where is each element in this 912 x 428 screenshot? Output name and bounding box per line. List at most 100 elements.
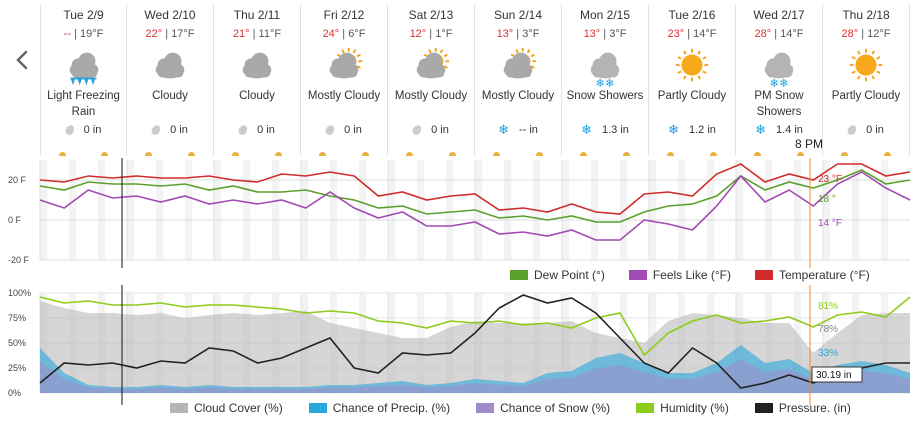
conditions-chart: 100% 75% 50% 25% 0% 81% 78% 33% 30.19 in bbox=[8, 285, 911, 405]
day-temps: 22° | 17°F bbox=[145, 28, 195, 40]
legend-label: Chance of Precip. (%) bbox=[332, 401, 451, 415]
day-column[interactable]: Thu 2/11 21° | 11°F Cloudy 0 in bbox=[214, 4, 301, 156]
snowflake-icon: ❄ bbox=[498, 122, 509, 137]
pressure-tooltip bbox=[811, 366, 863, 383]
sunrise-icon bbox=[841, 152, 848, 156]
precip-amount: 0 in bbox=[83, 124, 102, 136]
day-column[interactable]: Tue 2/9 -- | 19°F Light Freezing Rain 0 … bbox=[40, 4, 127, 156]
sunset-icon bbox=[101, 152, 108, 156]
day-precip: 0 in bbox=[823, 122, 909, 138]
day-column[interactable]: Sat 2/13 12° | 1°F Mostly Cloudy 0 in bbox=[388, 4, 475, 156]
legend-item-snow[interactable]: Chance of Snow (%) bbox=[476, 401, 610, 415]
snowflake-icon: ❄ bbox=[668, 122, 679, 137]
day-condition: Partly Cloudy bbox=[831, 90, 901, 102]
y-tick-label: 50% bbox=[8, 338, 26, 348]
low-temp: 14°F bbox=[693, 28, 717, 40]
sunrise-icon bbox=[145, 152, 152, 156]
series-line-temp bbox=[39, 163, 911, 215]
line-pressure bbox=[39, 294, 910, 389]
high-temp: 24° bbox=[322, 28, 340, 40]
day-date: Thu 2/18 bbox=[842, 8, 890, 22]
raindrop-icon bbox=[237, 123, 250, 137]
day-precip: 0 in bbox=[41, 122, 126, 138]
sunrise-icon bbox=[754, 152, 761, 156]
precip-amount: 0 in bbox=[170, 124, 188, 136]
high-temp: -- bbox=[63, 28, 71, 40]
day-column[interactable]: Mon 2/15 13° | 3°F ❄❄ Snow Showers ❄ 1.3… bbox=[562, 4, 649, 156]
day-date: Mon 2/15 bbox=[579, 8, 631, 22]
sunrise-icon bbox=[59, 152, 66, 156]
y-tick-label: 25% bbox=[8, 363, 26, 373]
prev-days-button[interactable] bbox=[8, 44, 36, 76]
low-temp: 19°F bbox=[79, 28, 104, 40]
precip-amount: 0 in bbox=[431, 124, 449, 136]
mostly-cloudy-icon bbox=[301, 44, 387, 88]
raindrop-icon bbox=[846, 123, 859, 137]
cloudy-icon bbox=[214, 44, 300, 88]
precip-amount: 1.2 in bbox=[688, 124, 716, 136]
precip-amount: -- in bbox=[518, 124, 538, 136]
mostly-cloudy-icon bbox=[388, 44, 474, 88]
day-column[interactable]: Wed 2/10 22° | 17°F Cloudy 0 in bbox=[127, 4, 214, 156]
legend-item-humidity[interactable]: Humidity (%) bbox=[636, 401, 729, 415]
legend-item-feels[interactable]: Feels Like (°F) bbox=[628, 268, 731, 282]
sunset-icon bbox=[188, 152, 195, 156]
legend-swatch bbox=[170, 403, 188, 413]
daily-forecast-strip: Tue 2/9 -- | 19°F Light Freezing Rain 0 … bbox=[40, 4, 910, 156]
sunset-icon bbox=[362, 152, 369, 156]
day-condition: Mostly Cloudy bbox=[307, 90, 381, 102]
day-precip: ❄ 1.3 in bbox=[562, 122, 648, 138]
hover-label-feels: 14 °F bbox=[818, 218, 842, 229]
raindrop-icon bbox=[150, 123, 163, 137]
sunrise-icon bbox=[232, 152, 239, 156]
legend-item-precip[interactable]: Chance of Precip. (%) bbox=[308, 401, 451, 415]
legend-item-cloud[interactable]: Cloud Cover (%) bbox=[170, 401, 283, 415]
low-temp: 12°F bbox=[867, 28, 891, 40]
legend-item-pressure[interactable]: Pressure. (in) bbox=[754, 401, 851, 415]
legend-swatch bbox=[308, 403, 327, 413]
legend-label: Chance of Snow (%) bbox=[500, 401, 611, 415]
area-chance-of-snow bbox=[40, 359, 910, 393]
sunrise-icon bbox=[406, 152, 413, 156]
legend-swatch bbox=[628, 270, 647, 280]
day-temps: 21° | 11°F bbox=[232, 28, 282, 40]
series-line-dew bbox=[39, 169, 911, 223]
day-condition: Cloudy bbox=[239, 90, 275, 102]
day-date: Thu 2/11 bbox=[233, 8, 281, 22]
low-temp: 6°F bbox=[348, 28, 366, 40]
y-tick-label: 0 F bbox=[8, 215, 22, 225]
low-temp: 11°F bbox=[258, 28, 282, 40]
day-column[interactable]: Wed 2/17 28° | 14°F ❄❄ PM Snow Showers ❄… bbox=[736, 4, 823, 156]
snow-showers-icon: ❄❄ bbox=[736, 44, 822, 88]
day-column[interactable]: Sun 2/14 13° | 3°F Mostly Cloudy ❄ -- in bbox=[475, 4, 562, 156]
day-condition: Light Freezing Rain bbox=[47, 90, 120, 118]
day-date: Sat 2/13 bbox=[408, 8, 454, 22]
precip-amount: 0 in bbox=[344, 124, 362, 136]
high-temp: 13° bbox=[583, 28, 601, 40]
day-date: Sun 2/14 bbox=[493, 8, 543, 22]
hover-label-pressure: 30.19 in bbox=[816, 370, 852, 381]
day-column[interactable]: Thu 2/18 28° | 12°F Partly Cloudy 0 in bbox=[823, 4, 910, 156]
mostly-cloudy-icon bbox=[475, 44, 561, 88]
day-column[interactable]: Fri 2/12 24° | 6°F Mostly Cloudy 0 in bbox=[301, 4, 388, 156]
day-date: Tue 2/9 bbox=[63, 8, 104, 22]
y-tick-label: 20 F bbox=[8, 175, 27, 185]
day-precip: ❄ 1.4 in bbox=[736, 122, 822, 138]
raindrop-icon bbox=[324, 123, 337, 137]
raindrop-icon bbox=[411, 123, 424, 137]
high-temp: 21° bbox=[232, 28, 250, 40]
day-condition: Partly Cloudy bbox=[657, 90, 727, 102]
high-temp: 13° bbox=[496, 28, 514, 40]
precip-amount: 1.4 in bbox=[775, 124, 803, 136]
day-date: Fri 2/12 bbox=[323, 8, 365, 22]
snow-showers-icon: ❄❄ bbox=[562, 44, 648, 88]
legend-item-dew[interactable]: Dew Point (°) bbox=[510, 268, 605, 282]
sunset-icon bbox=[797, 152, 804, 156]
legend-item-temp[interactable]: Temperature (°F) bbox=[754, 268, 870, 282]
sunset-icon bbox=[449, 152, 456, 156]
high-temp: 12° bbox=[409, 28, 427, 40]
sunrise-icon bbox=[319, 152, 326, 156]
legend-swatch bbox=[754, 270, 773, 280]
day-column[interactable]: Tue 2/16 23° | 14°F Partly Cloudy ❄ 1.2 … bbox=[649, 4, 736, 156]
legend-label: Temperature (°F) bbox=[778, 268, 870, 282]
